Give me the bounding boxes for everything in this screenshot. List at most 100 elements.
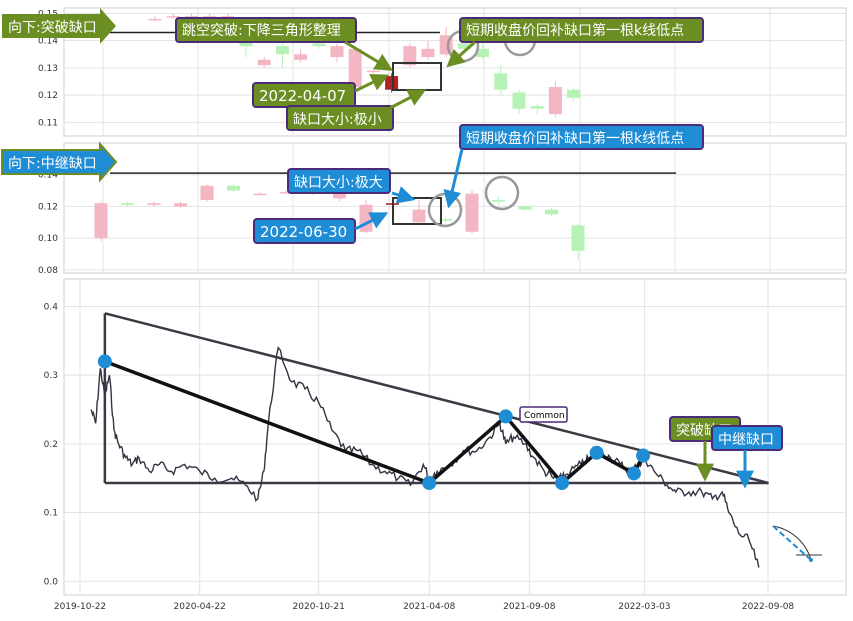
candle-body [257, 59, 271, 66]
main-label-common-text: Common [524, 411, 565, 421]
top-grid [64, 8, 846, 136]
candle-body [512, 92, 526, 109]
candle-body [439, 219, 452, 221]
middle-gap-box [392, 197, 442, 225]
candle-body [184, 16, 198, 18]
candle-body [492, 200, 505, 202]
candle-body [94, 203, 108, 239]
candle-body [348, 48, 362, 87]
pivot-zigzag [97, 354, 651, 491]
candle-body [294, 54, 308, 60]
top-label-date-text: 2022-04-07 [259, 87, 346, 105]
y-tick-label: 0.12 [38, 202, 58, 212]
x-tick-label: 2021-04-08 [403, 602, 456, 612]
candle-body [203, 16, 217, 18]
candle-body [366, 70, 380, 73]
candle-body [494, 73, 508, 90]
top-arrow-date [354, 74, 390, 93]
x-tick-label: 2022-09-08 [742, 602, 795, 612]
middle-label-fill: 短期收盘价回补缺口第一根k线低点 [459, 124, 704, 150]
candle-body [330, 46, 344, 58]
main-label-common: Common [519, 406, 568, 423]
candle-body [567, 89, 581, 98]
middle-arrow-fill [443, 148, 464, 209]
pivot-point [498, 409, 513, 424]
y-tick-label: 0.2 [44, 440, 58, 450]
x-tick-label: 2022-03-03 [618, 602, 670, 612]
candle-body [227, 185, 240, 191]
zigzag-segment [560, 451, 598, 485]
middle-label-fill-text: 短期收盘价回补缺口第一根k线低点 [466, 130, 684, 147]
candle-body [174, 203, 187, 207]
y-tick-label: 0.0 [44, 577, 59, 587]
candle-body [253, 193, 267, 196]
candle-body [545, 209, 558, 215]
candle-body [200, 185, 214, 201]
top-arrow-gap [389, 89, 427, 110]
top-label-pattern: 跳空突破:下降三角形整理 [175, 17, 357, 43]
candle-body [403, 46, 417, 66]
middle-label-date: 2022-06-30 [253, 218, 356, 244]
zigzag-segment [428, 415, 507, 485]
candle-body [421, 48, 435, 58]
candle-body [530, 106, 544, 109]
candle-body [476, 48, 490, 58]
candle-body [465, 193, 479, 232]
main-panel: 0.0 0.1 0.2 0.3 0.4 2019-10-22 2020-04-22 2020… [44, 278, 847, 612]
candle-body [147, 203, 161, 205]
candle-body [548, 86, 562, 115]
candle-body [221, 16, 235, 18]
candle-body [275, 46, 289, 55]
y-tick-label: 0.1 [44, 509, 58, 519]
pivot-point [626, 466, 641, 481]
descending-triangle [103, 312, 769, 485]
pivot-point [97, 354, 112, 369]
candle-body [518, 206, 532, 210]
y-tick-label: 0.14 [38, 171, 58, 181]
middle-y-axis: 0.08 0.10 0.12 0.14 [38, 171, 58, 276]
top-arrow-pattern [344, 40, 394, 71]
x-tick-label: 2020-10-21 [293, 602, 345, 612]
main-label-runaway-text: 中继缺口 [718, 432, 774, 448]
top-label-fill: 短期收盘价回补缺口第一根k线低点 [459, 17, 704, 43]
top-banner-text: 向下:突破缺口 [8, 20, 97, 36]
triangle-upper-edge [104, 312, 769, 485]
zigzag-segment [595, 451, 635, 475]
y-tick-label: 0.08 [38, 266, 58, 276]
y-tick-label: 0.3 [44, 371, 58, 381]
top-label-pattern-text: 跳空突破:下降三角形整理 [182, 23, 341, 39]
middle-label-date-text: 2022-06-30 [260, 223, 347, 241]
main-grid [64, 279, 846, 595]
middle-label-gap: 缺口大小:极大 [287, 168, 391, 194]
x-tick-label: 2021-09-08 [503, 602, 556, 612]
y-tick-label: 0.13 [38, 64, 58, 74]
forecast-arc [772, 525, 822, 562]
top-label-gap: 缺口大小:极小 [286, 105, 394, 131]
middle-panel: 0.08 0.10 0.12 0.14 向下:中继缺口 缺口大小:极大 短期收盘价回补… [1, 124, 847, 276]
top-label-gap-text: 缺口大小:极小 [293, 112, 382, 128]
main-x-axis: 2019-10-22 2020-04-22 2020-10-21 2021-04-08… [54, 602, 795, 612]
y-tick-label: 0.10 [38, 234, 58, 244]
x-tick-label: 2020-04-22 [174, 602, 226, 612]
y-tick-label: 0.12 [38, 91, 58, 101]
middle-banner-text: 向下:中继缺口 [8, 156, 97, 172]
y-tick-label: 0.11 [38, 118, 58, 128]
candle-body [166, 16, 180, 18]
pivot-point [422, 476, 437, 491]
candle-body [280, 192, 293, 194]
zigzag-segment [104, 359, 430, 485]
pivot-point [554, 476, 569, 491]
x-tick-label: 2019-10-22 [54, 602, 106, 612]
y-tick-label: 0.14 [38, 37, 58, 47]
candle-body [121, 203, 134, 205]
pivot-point [636, 448, 651, 463]
middle-candles [94, 181, 585, 261]
middle-fill-circle-2 [484, 175, 520, 211]
middle-arrow-date [354, 212, 389, 231]
main-label-runaway: 中继缺口 [711, 425, 783, 451]
candle-body [412, 209, 426, 223]
pivot-point [589, 445, 604, 460]
candle-body [359, 204, 373, 232]
candle-body [312, 43, 326, 47]
top-candles [148, 13, 581, 117]
